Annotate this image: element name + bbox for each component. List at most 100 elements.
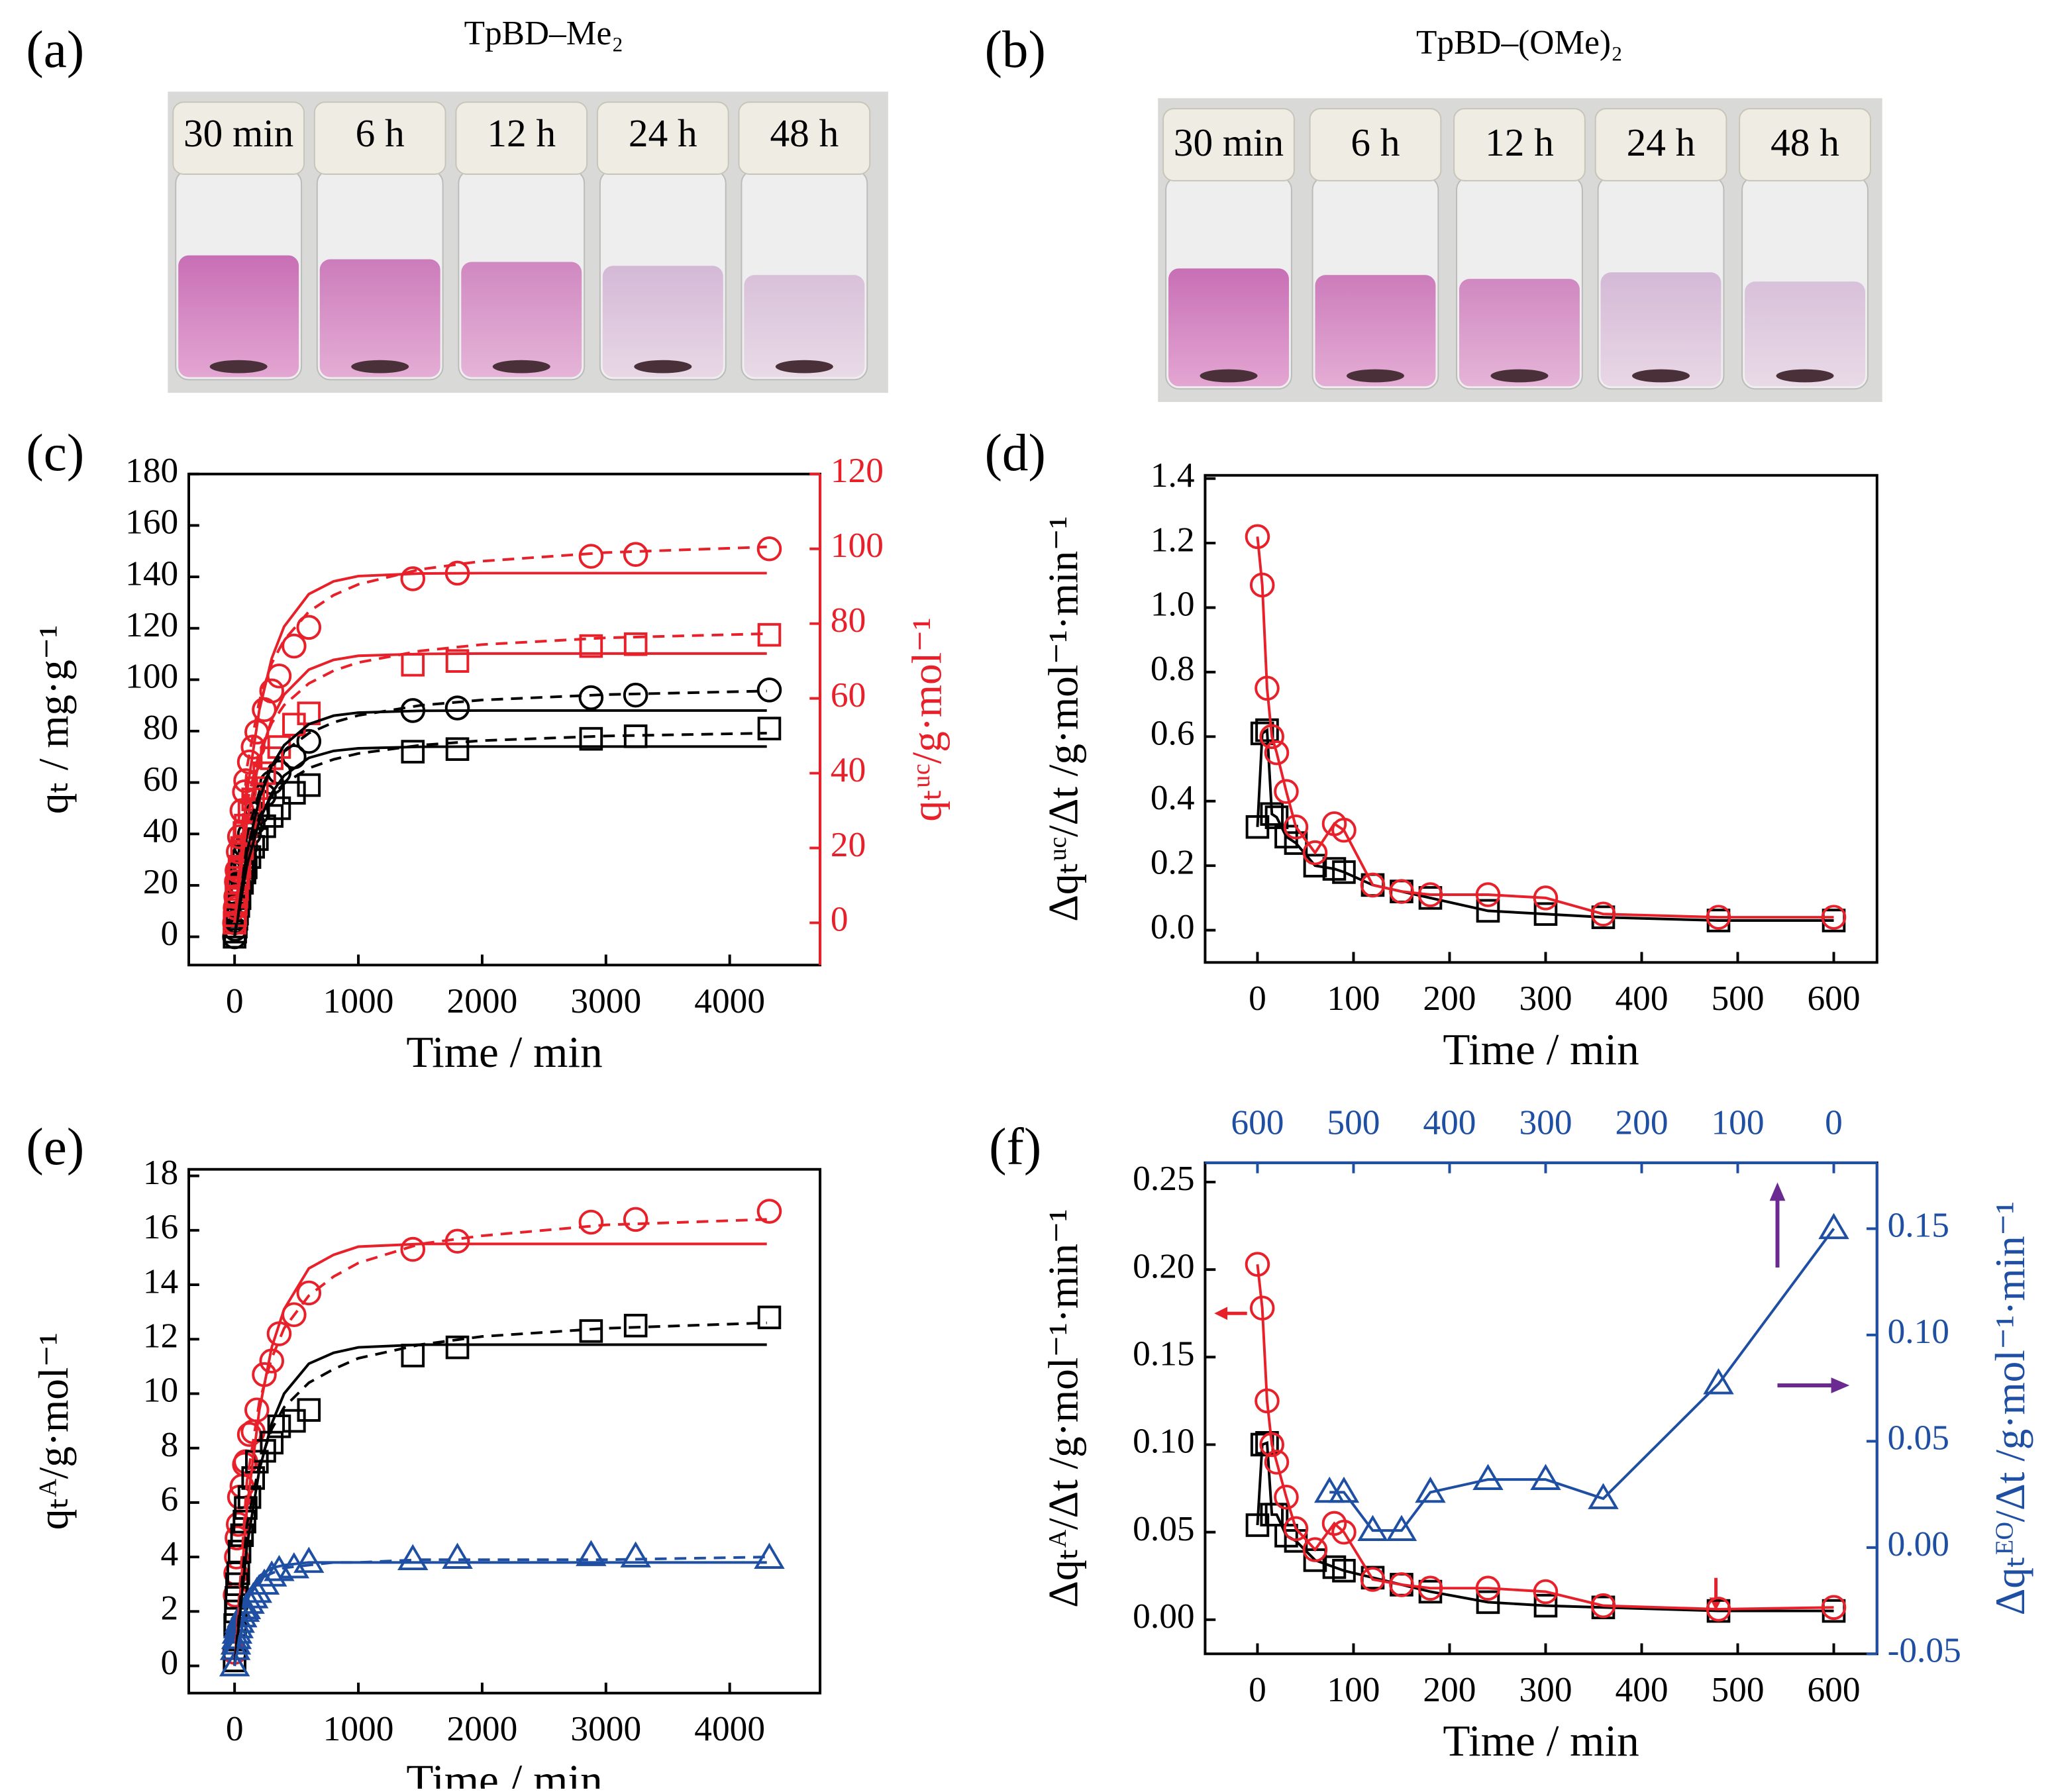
marker-circle — [1821, 905, 1847, 930]
marker-circle — [296, 728, 322, 754]
marker-square — [1255, 718, 1279, 742]
fit-curve — [233, 1561, 767, 1666]
y-tick-label: 20 — [143, 862, 178, 901]
fit-curve — [233, 709, 767, 937]
x-tick-label: 1000 — [323, 1709, 394, 1748]
marker-triangle — [1472, 1464, 1504, 1490]
vial-liquid — [319, 259, 440, 377]
vial-label: 48 h — [1771, 121, 1839, 164]
y2-tick-label: 100 — [831, 525, 884, 565]
x2-tick-label: 400 — [1423, 1103, 1476, 1142]
x-tick-label: 100 — [1327, 1669, 1380, 1709]
panel-label: (c) — [26, 424, 84, 482]
marker-circle — [1360, 1567, 1386, 1592]
y-tick-label: 0.4 — [1151, 777, 1195, 817]
y-tick-label: 4 — [161, 1533, 179, 1573]
marker-square — [445, 737, 470, 761]
marker-circle — [1302, 840, 1328, 866]
vial-label: 30 min — [1174, 121, 1284, 164]
x-tick-label: 4000 — [694, 1709, 765, 1748]
fit-curve — [233, 572, 767, 923]
x2-tick-label: 200 — [1615, 1103, 1668, 1142]
marker-circle — [1245, 524, 1270, 550]
y2-tick-label: 80 — [831, 600, 866, 640]
x-tick-label: 0 — [1249, 978, 1266, 1018]
marker-circle — [1264, 1450, 1290, 1475]
y-tick-label: 0.2 — [1151, 842, 1195, 881]
marker-triangle — [442, 1542, 473, 1569]
vial-cap — [738, 101, 871, 175]
x-axis-title: Time / min — [1443, 1716, 1639, 1766]
chart: (e) 0 1000 2000 3000 4000 0 2 4 6 8 10 12 14 16 18 Time … — [26, 1119, 822, 1792]
connecting-line — [1329, 1228, 1835, 1532]
fit-curve — [233, 545, 767, 923]
y-tick-label: 0.15 — [1133, 1334, 1194, 1373]
x2-tick-label: 0 — [1825, 1103, 1843, 1142]
marker-square — [297, 773, 321, 797]
y-tick-label: 0 — [161, 1642, 179, 1682]
y2-tick-label: 120 — [831, 450, 884, 490]
x-tick-label: 500 — [1711, 978, 1764, 1018]
marker-square — [297, 1398, 321, 1422]
marker-square — [1533, 1593, 1558, 1618]
marker-circle — [1255, 675, 1280, 701]
y-tick-label: 8 — [161, 1424, 179, 1464]
vial-cap — [1309, 108, 1442, 181]
x-axis-title: Time / min — [1443, 1024, 1639, 1074]
marker-circle — [1706, 905, 1731, 930]
marker-circle — [1331, 1519, 1357, 1545]
y-tick-label: 18 — [143, 1152, 178, 1192]
marker-circle — [756, 1199, 782, 1224]
arrows — [1214, 1182, 1850, 1611]
marker-circle — [1302, 1537, 1328, 1562]
marker-triangle — [1357, 1515, 1388, 1541]
vial-liquid — [1315, 275, 1436, 387]
plot-frame — [1204, 473, 1878, 964]
y2-tick-label: 20 — [831, 824, 866, 864]
marker-circle — [1389, 1572, 1414, 1597]
marker-circle — [623, 542, 648, 567]
y-tick-label: 160 — [125, 502, 178, 542]
sediment — [1346, 369, 1404, 383]
panel-label: (f) — [989, 1119, 1041, 1176]
y-axis-title: qₜᴬ/g·mol⁻¹ — [30, 1332, 77, 1530]
vial-cap — [596, 101, 729, 175]
x-tick-label: 0 — [1249, 1669, 1266, 1709]
x-tick-label: 300 — [1519, 978, 1572, 1018]
y-tick-label: 0 — [161, 913, 179, 953]
vial-liquid — [178, 255, 299, 377]
y-tick-label: 0.00 — [1133, 1596, 1194, 1636]
y-tick-label: 60 — [143, 759, 178, 799]
y-tick-label: 180 — [125, 450, 178, 490]
x-tick-label: 0 — [226, 1709, 244, 1748]
vial-label: 24 h — [629, 111, 697, 155]
x-tick-label: 400 — [1615, 1669, 1668, 1709]
marker-circle — [400, 1236, 426, 1262]
x-tick-label: 600 — [1807, 1669, 1860, 1709]
y-axis-title: qₜ / mg·g⁻¹ — [30, 625, 77, 814]
marker-triangle — [241, 1576, 273, 1603]
y-tick-label: 1.0 — [1151, 584, 1195, 624]
marker-circle — [623, 682, 648, 708]
marker-circle — [1255, 1388, 1280, 1414]
y2-axis-title: qₜᵘᶜ/g·mol⁻¹ — [904, 617, 950, 821]
x-axis-title: Time / min — [406, 1755, 602, 1789]
y-tick-label: 0.10 — [1133, 1421, 1194, 1461]
x-tick-label: 200 — [1423, 1669, 1476, 1709]
marker-square — [1533, 902, 1558, 926]
y2-tick-label: 0.10 — [1888, 1311, 1949, 1351]
vial-cap — [1739, 108, 1871, 181]
marker-circle — [1249, 1295, 1275, 1321]
vial-cap — [1594, 108, 1727, 181]
marker-circle — [282, 633, 307, 659]
x-tick-label: 600 — [1807, 978, 1860, 1018]
vial-label: 6 h — [1351, 121, 1400, 164]
marker-circle — [756, 677, 782, 703]
y-axis-title: Δqₜᴬ/Δt /g·mol⁻¹·min⁻¹ — [1040, 1209, 1086, 1607]
vial-liquid — [1745, 281, 1865, 387]
y-tick-label: 12 — [143, 1315, 178, 1355]
sediment — [209, 360, 268, 373]
marker-circle — [1259, 724, 1284, 750]
sediment — [634, 360, 692, 373]
vial-liquid — [744, 275, 865, 377]
